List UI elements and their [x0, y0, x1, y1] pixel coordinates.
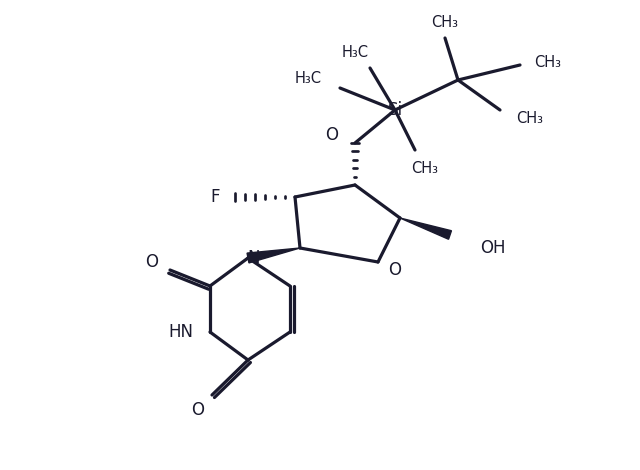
- Text: CH₃: CH₃: [534, 55, 561, 70]
- Text: N: N: [248, 249, 260, 267]
- Text: H₃C: H₃C: [342, 45, 369, 60]
- Text: O: O: [191, 401, 205, 419]
- Text: O: O: [325, 126, 338, 144]
- Text: Si: Si: [387, 101, 403, 119]
- Polygon shape: [247, 248, 300, 263]
- Text: CH₃: CH₃: [431, 15, 458, 30]
- Text: F: F: [211, 188, 220, 206]
- Text: CH₃: CH₃: [516, 110, 543, 125]
- Text: CH₃: CH₃: [412, 160, 438, 175]
- Text: HN: HN: [168, 323, 193, 341]
- Text: H₃C: H₃C: [294, 70, 321, 86]
- Text: OH: OH: [480, 239, 506, 257]
- Polygon shape: [400, 218, 451, 239]
- Text: O: O: [145, 253, 159, 271]
- Text: O: O: [388, 261, 401, 279]
